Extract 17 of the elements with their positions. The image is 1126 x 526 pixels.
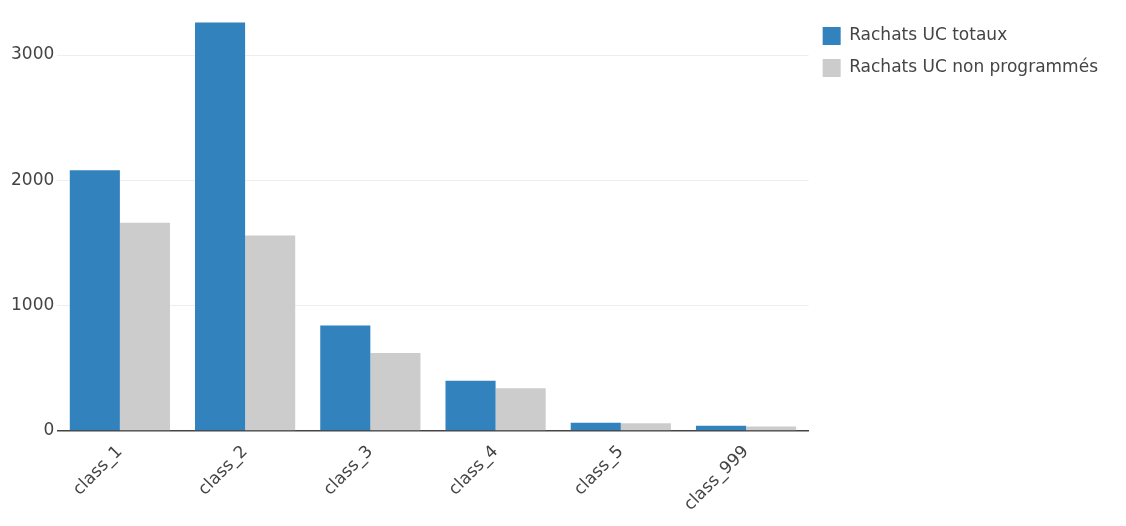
y-tick-label: 1000	[11, 293, 55, 314]
bar	[370, 353, 421, 431]
bar	[495, 388, 546, 431]
bar	[119, 222, 170, 431]
bar	[69, 170, 120, 431]
bar	[570, 422, 621, 431]
bar	[195, 22, 246, 431]
legend-label: Rachats UC totaux	[849, 24, 1008, 45]
y-tick-label: 0	[43, 419, 55, 440]
bar	[320, 325, 371, 431]
bar	[620, 423, 671, 431]
legend-label: Rachats UC non programmés	[849, 56, 1099, 77]
bar	[445, 380, 496, 431]
y-tick-label: 3000	[11, 43, 55, 64]
bar	[245, 235, 296, 431]
bar	[746, 426, 797, 431]
y-tick-label: 2000	[11, 168, 55, 189]
